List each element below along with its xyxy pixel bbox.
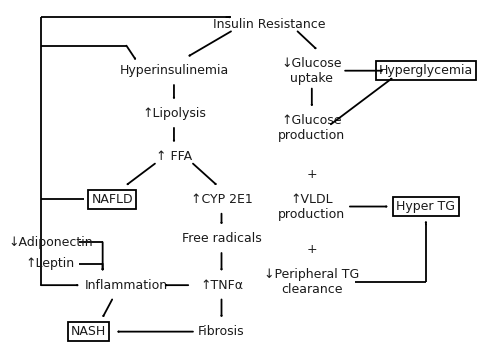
Text: Hyperinsulinemia: Hyperinsulinemia: [120, 64, 228, 77]
Text: Fibrosis: Fibrosis: [198, 325, 245, 338]
Text: ↓Adiponectin: ↓Adiponectin: [8, 236, 92, 249]
Text: Hyper TG: Hyper TG: [396, 200, 456, 213]
Text: ↑ FFA: ↑ FFA: [156, 150, 192, 163]
Text: ↑VLDL
production: ↑VLDL production: [278, 192, 345, 220]
Text: Free radicals: Free radicals: [182, 232, 262, 245]
Text: ↓Glucose
uptake: ↓Glucose uptake: [282, 57, 342, 85]
Text: ↑Lipolysis: ↑Lipolysis: [142, 107, 206, 120]
Text: NAFLD: NAFLD: [92, 193, 133, 206]
Text: ↓Peripheral TG
clearance: ↓Peripheral TG clearance: [264, 268, 360, 295]
Text: +: +: [306, 243, 317, 256]
Text: +: +: [306, 168, 317, 181]
Text: ↑Glucose
production: ↑Glucose production: [278, 114, 345, 142]
Text: ↑TNFα: ↑TNFα: [200, 279, 243, 291]
Text: Hyperglycemia: Hyperglycemia: [379, 64, 473, 77]
Text: Inflammation: Inflammation: [85, 279, 168, 291]
Text: ↑Leptin: ↑Leptin: [26, 257, 75, 270]
Text: Insulin Resistance: Insulin Resistance: [213, 18, 326, 31]
Text: ↑CYP 2E1: ↑CYP 2E1: [190, 193, 252, 206]
Text: NASH: NASH: [71, 325, 106, 338]
